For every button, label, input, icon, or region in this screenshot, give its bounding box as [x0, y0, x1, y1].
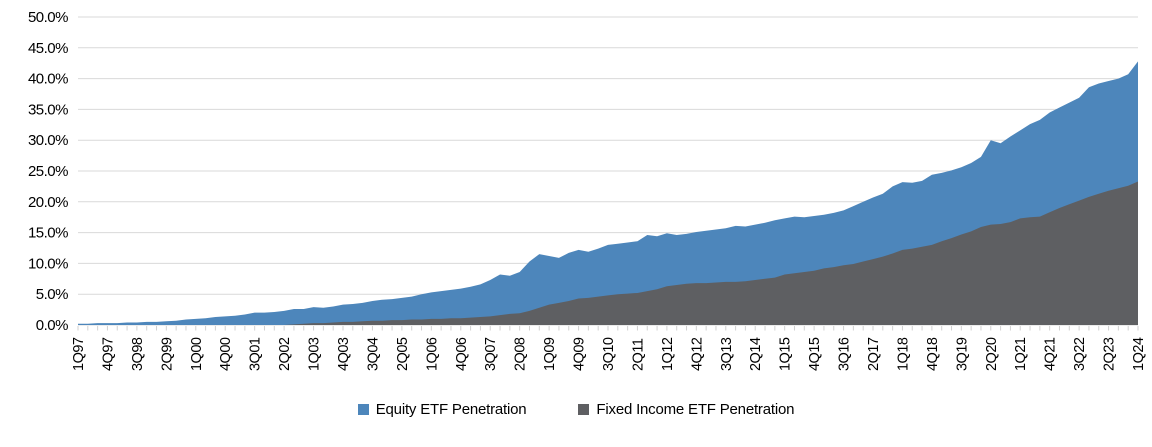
legend-item-equity: Equity ETF Penetration [357, 401, 527, 418]
x-axis-label: 3Q04 [365, 337, 381, 371]
y-axis-label: 10.0% [28, 255, 68, 272]
x-axis-label: 4Q03 [336, 337, 352, 371]
equity-legend-swatch-icon [357, 404, 369, 415]
x-axis-labels: 1Q97 4Q97 3Q98 2Q99 1Q00 4Q00 3Q01 2Q02 1Q03 4Q03… [71, 337, 1147, 371]
x-axis-label: 4Q12 [689, 337, 705, 371]
x-axis-label: 4Q97 [100, 337, 116, 371]
legend-item-fixed-income: Fixed Income ETF Penetration [578, 401, 794, 418]
y-axis-label: 20.0% [28, 194, 68, 211]
x-axis-label: 2Q05 [395, 337, 411, 371]
y-axis-label: 0.0% [36, 317, 68, 334]
x-axis-label: 4Q21 [1043, 337, 1059, 371]
x-axis-label: 2Q11 [630, 338, 646, 371]
y-axis-label: 35.0% [28, 101, 68, 118]
y-axis-label: 50.0% [28, 9, 68, 26]
equity-legend-label: Equity ETF Penetration [375, 401, 527, 418]
x-axis-label: 3Q13 [719, 337, 735, 371]
y-axis-labels: 50.0% 45.0% 40.0% 35.0% 30.0% 25.0% 20.0% 15.0%… [28, 9, 69, 334]
x-axis-label: 1Q00 [189, 337, 205, 371]
x-axis-label: 3Q16 [837, 337, 853, 371]
x-axis-label: 3Q10 [601, 337, 617, 371]
y-axis-label: 5.0% [36, 286, 68, 303]
x-axis-label: 1Q09 [542, 337, 558, 371]
x-axis-label: 2Q99 [159, 337, 175, 371]
x-axis-label: 4Q18 [925, 337, 941, 371]
x-axis-label: 4Q06 [454, 337, 470, 371]
x-axis-label: 1Q97 [71, 337, 87, 371]
x-axis-label: 3Q22 [1072, 337, 1088, 371]
fixed-income-legend-label: Fixed Income ETF Penetration [596, 401, 795, 418]
y-axis-label: 25.0% [28, 163, 68, 180]
etf-penetration-chart: 50.0% 45.0% 40.0% 35.0% 30.0% 25.0% 20.0% 15.0%… [28, 9, 1147, 371]
x-axis-label: 1Q24 [1131, 337, 1147, 371]
x-axis-label: 3Q98 [130, 337, 146, 371]
x-axis-label: 2Q14 [748, 337, 764, 371]
chart-legend: Equity ETF Penetration Fixed Income ETF … [0, 401, 1152, 418]
x-axis-label: 2Q23 [1102, 337, 1118, 371]
fixed-income-legend-swatch-icon [578, 404, 590, 415]
x-axis-label: 2Q20 [984, 337, 1000, 371]
x-axis-label: 1Q15 [778, 337, 794, 371]
x-axis-label: 1Q06 [424, 337, 440, 371]
y-axis-label: 15.0% [28, 225, 68, 242]
y-axis-label: 45.0% [28, 40, 68, 57]
fixed-income-area [78, 181, 1138, 325]
x-axis-label: 1Q03 [307, 337, 323, 371]
x-axis-label: 1Q18 [895, 337, 911, 371]
x-axis-label: 1Q12 [660, 337, 676, 371]
x-axis-label: 4Q00 [218, 337, 234, 371]
y-axis-label: 40.0% [28, 71, 68, 88]
x-axis-label: 3Q07 [483, 337, 499, 371]
x-axis-label: 2Q17 [866, 337, 882, 371]
y-axis-label: 30.0% [28, 132, 68, 149]
area-series [78, 61, 1138, 325]
x-axis-label: 4Q15 [807, 337, 823, 371]
x-axis-label: 3Q01 [248, 337, 264, 371]
equity-area [78, 61, 1138, 325]
x-axis-label: 3Q19 [954, 337, 970, 371]
x-axis-label: 4Q09 [572, 337, 588, 371]
x-axis-label: 1Q21 [1013, 337, 1029, 371]
x-axis-label: 2Q02 [277, 337, 293, 371]
x-axis-ticks [77, 326, 1139, 331]
x-axis-label: 2Q08 [513, 337, 529, 371]
